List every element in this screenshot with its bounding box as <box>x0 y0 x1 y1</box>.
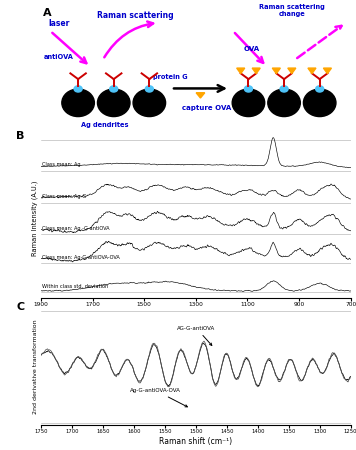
Polygon shape <box>323 68 331 74</box>
Text: Raman scattering
change: Raman scattering change <box>259 4 325 17</box>
Text: B: B <box>16 131 25 141</box>
Ellipse shape <box>268 89 300 117</box>
Text: capture OVA: capture OVA <box>182 104 231 111</box>
Y-axis label: Raman Intensity (A.U.): Raman Intensity (A.U.) <box>32 180 38 256</box>
Polygon shape <box>237 68 245 74</box>
Text: Class mean: Ag -G-antiOVA: Class mean: Ag -G-antiOVA <box>42 225 110 231</box>
Y-axis label: 2nd derivative transformation: 2nd derivative transformation <box>33 320 38 414</box>
Text: AG-G-antiOVA: AG-G-antiOVA <box>177 326 215 346</box>
Text: C: C <box>16 302 24 312</box>
Circle shape <box>245 86 252 92</box>
Polygon shape <box>288 68 296 74</box>
Circle shape <box>110 86 118 92</box>
Polygon shape <box>272 68 281 74</box>
Circle shape <box>145 86 153 92</box>
Text: A: A <box>43 8 52 18</box>
Text: Ag dendrites: Ag dendrites <box>81 122 129 128</box>
Text: OVA: OVA <box>244 46 260 52</box>
Text: Within class std. deviation: Within class std. deviation <box>42 284 109 288</box>
Polygon shape <box>252 68 260 74</box>
Ellipse shape <box>133 89 166 117</box>
Text: laser: laser <box>49 19 70 28</box>
X-axis label: Raman shift (cm⁻¹): Raman shift (cm⁻¹) <box>159 310 232 319</box>
Ellipse shape <box>62 89 94 117</box>
Text: protein G: protein G <box>153 74 188 80</box>
Polygon shape <box>196 93 205 98</box>
Polygon shape <box>308 68 316 74</box>
Text: Ag-G-antiOVA-OVA: Ag-G-antiOVA-OVA <box>130 388 187 407</box>
Ellipse shape <box>303 89 336 117</box>
Circle shape <box>74 86 82 92</box>
Text: antiOVA: antiOVA <box>44 54 74 59</box>
Text: Class mean: Ag-G-antiOVA-OVA: Class mean: Ag-G-antiOVA-OVA <box>42 255 120 260</box>
Text: Raman scattering: Raman scattering <box>97 11 173 20</box>
X-axis label: Raman shift (cm⁻¹): Raman shift (cm⁻¹) <box>159 437 232 446</box>
Circle shape <box>280 86 288 92</box>
Ellipse shape <box>232 89 265 117</box>
Circle shape <box>316 86 324 92</box>
Text: Class mean: Ag: Class mean: Ag <box>42 162 81 167</box>
Ellipse shape <box>98 89 130 117</box>
Text: Class mean: Ag-G: Class mean: Ag-G <box>42 194 87 199</box>
